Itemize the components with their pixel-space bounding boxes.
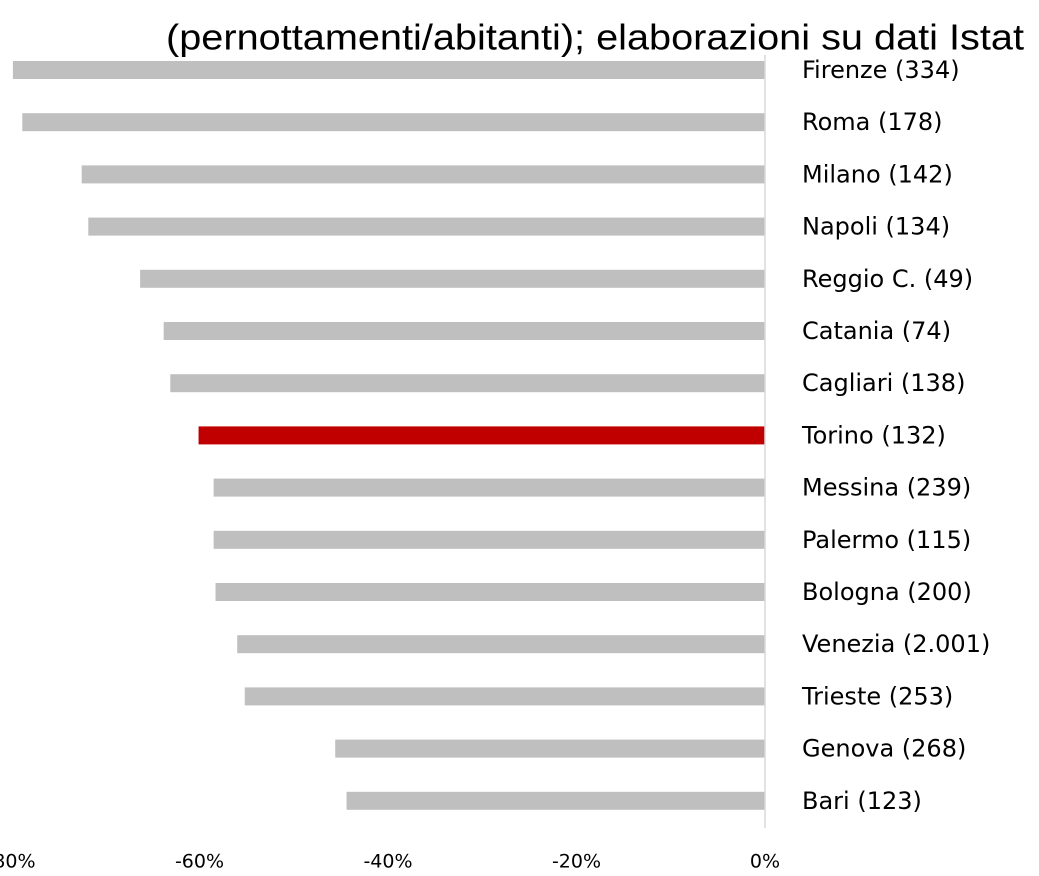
bar: [22, 113, 766, 132]
category-label: Milano (142): [802, 160, 953, 188]
bar: [88, 217, 765, 236]
bar: [12, 61, 765, 79]
category-label: Trieste (253): [801, 682, 953, 710]
bar: [346, 791, 765, 810]
category-label: Messina (239): [802, 474, 971, 502]
bar: [198, 426, 765, 445]
category-label: Napoli (134): [802, 213, 950, 241]
category-label: Reggio C. (49): [802, 265, 973, 293]
category-label: Firenze (334): [802, 56, 960, 84]
category-label: Roma (178): [802, 108, 943, 136]
category-label: Bologna (200): [802, 578, 972, 606]
bar: [215, 583, 765, 601]
x-tick-label: -80%: [0, 851, 36, 873]
bar: [237, 635, 765, 654]
x-tick-label: 0%: [750, 851, 780, 873]
bar: [213, 530, 765, 549]
bar: [163, 322, 765, 340]
bar: [244, 687, 766, 706]
bar: [81, 165, 765, 184]
x-tick-label: -40%: [363, 851, 412, 873]
category-label: Venezia (2.001): [802, 630, 990, 658]
bar: [170, 374, 766, 393]
category-label: Palermo (115): [802, 526, 971, 554]
category-label: Genova (268): [802, 735, 966, 763]
bar: [140, 269, 765, 288]
x-tick-label: -20%: [552, 851, 601, 873]
bar: [213, 478, 765, 497]
category-label: Torino (132): [801, 421, 946, 449]
category-label: Cagliari (138): [802, 369, 965, 397]
x-tick-label: -60%: [175, 851, 224, 873]
bar: [335, 739, 765, 758]
chart-title: (pernottamenti/abitanti); elaborazioni s…: [166, 17, 1024, 58]
category-label: Bari (123): [802, 787, 922, 815]
category-label: Catania (74): [802, 317, 951, 345]
